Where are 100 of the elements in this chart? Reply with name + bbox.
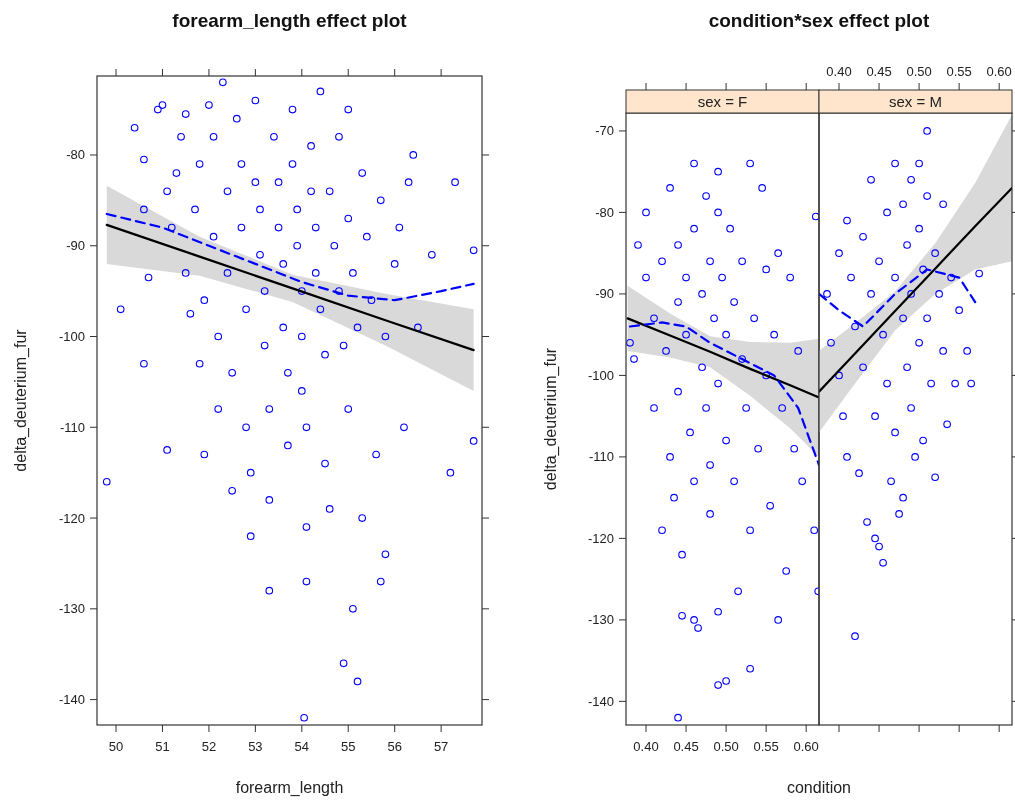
point [951,379,959,388]
y-tick-label: -130 [58,601,85,617]
y-tick-label: -100 [587,367,614,383]
y-tick-label: -80 [595,204,614,220]
line-series [626,317,819,399]
point [843,453,851,461]
point [915,338,923,347]
point [851,322,859,331]
point [919,436,927,445]
point [855,469,863,478]
y-tick-label: -120 [587,530,614,546]
point [939,347,947,355]
y-tick-label: -140 [58,692,85,708]
x-tick-label: 0.40 [826,64,852,79]
point [903,241,911,249]
y-tick-label: -140 [587,693,614,709]
x-axis-title: condition [786,779,852,796]
point [843,216,851,225]
point [899,200,907,209]
point [967,379,976,388]
y-tick-label: -100 [58,329,85,345]
point [899,493,907,502]
point [955,306,963,315]
point [883,379,891,388]
point [835,249,843,258]
point [947,273,955,282]
point [859,233,867,241]
y-tick-label: -110 [588,449,614,465]
y-tick-label: -90 [595,286,614,302]
x-tick-label: 0.45 [866,64,892,79]
line-series [105,212,475,302]
chart-subtitle: sex = F [697,93,748,110]
point [923,127,931,135]
x-tick-label: 0.60 [793,739,819,754]
x-tick-label: 55 [341,739,356,754]
point [867,175,875,184]
point [839,412,847,420]
point [907,404,915,412]
point [939,200,947,209]
x-tick-label: 0.40 [633,739,659,754]
point [915,159,923,168]
y-axis-title: delta_deuterium_fur [12,328,30,472]
x-tick-label: 50 [108,739,124,754]
point [891,159,899,168]
y-tick-label: -130 [587,612,614,628]
x-tick-label: 57 [433,739,449,754]
y-tick-label: -120 [58,510,85,526]
y-tick-label: -80 [66,147,85,163]
point [871,412,879,420]
point [875,257,883,266]
point [915,224,923,233]
point [943,420,951,429]
point [891,273,899,282]
point [875,542,883,551]
x-tick-label: 53 [248,739,263,754]
point [883,208,891,217]
point [879,330,887,339]
chart-title: condition*sex effect plot [708,10,930,31]
chart-title: forearm_length effect plot [172,10,408,31]
point [923,314,931,323]
y-tick-label: -90 [66,238,85,254]
x-tick-label: 0.60 [986,64,1012,79]
point [851,632,859,641]
point [891,428,899,437]
point [871,534,879,543]
point [879,558,887,567]
x-axis-title: forearm_length [235,779,344,797]
x-tick-label: 52 [201,739,217,754]
point [911,453,919,461]
x-tick-label: 51 [155,739,170,754]
point [827,338,835,347]
point [907,175,915,184]
point [847,273,855,282]
y-axis-title: delta_deuterium_fur [542,347,560,491]
point [907,290,915,298]
x-tick-label: 0.50 [906,64,932,79]
point [899,314,907,323]
point [863,518,871,526]
point [887,477,895,486]
point [859,363,867,372]
point [931,249,939,258]
y-tick-label: -70 [595,123,614,139]
x-tick-label: 0.55 [946,64,972,79]
chart-subtitle: sex = M [889,93,942,110]
point [903,363,911,372]
point [975,269,984,278]
point [919,265,927,274]
point [895,510,903,518]
point [923,192,931,200]
point [823,290,831,298]
point [963,347,971,355]
x-tick-label: 0.50 [713,739,739,754]
x-tick-label: 54 [294,739,310,754]
point [867,290,875,298]
point [931,473,939,482]
point [927,379,935,388]
y-tick-label: -110 [59,419,85,435]
line-series [105,223,475,352]
point [935,290,943,298]
x-tick-label: 56 [387,739,402,754]
